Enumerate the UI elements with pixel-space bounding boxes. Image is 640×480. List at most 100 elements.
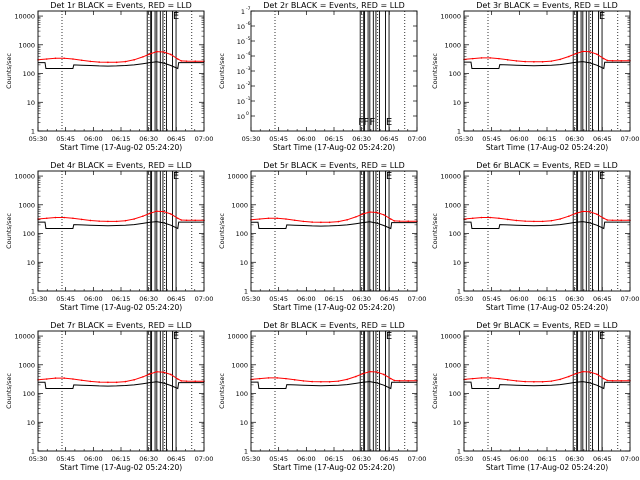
flag-marker: F: [358, 117, 364, 128]
series-events-black: [251, 221, 417, 230]
series-point: [133, 218, 135, 220]
plot-frame: [37, 170, 205, 292]
x-tick-label: 06:45: [380, 455, 399, 463]
y-tick-label: 1: [244, 448, 248, 456]
y-axis-label: Counts/sec: [431, 53, 439, 89]
panel-det-8: Det 8r BLACK = Events, RED = LLD 05:30 05:…: [218, 321, 426, 472]
x-tick-label: 05:45: [482, 295, 501, 303]
series-point: [524, 380, 526, 383]
x-tick-label: 07:00: [408, 135, 427, 143]
series-events-black: [464, 221, 630, 230]
x-tick-label: 06:45: [593, 135, 612, 143]
x-tick-label: 06:00: [84, 455, 103, 463]
series-point: [393, 220, 396, 222]
vertical-bar-marker: [364, 170, 369, 292]
series-point: [337, 220, 340, 223]
x-tick-label: 07:00: [621, 295, 640, 303]
vertical-bar-marker: [369, 330, 374, 452]
series-point: [362, 213, 364, 215]
y-tick-label: 10: [237, 83, 245, 91]
x-tick-label: 06:30: [352, 295, 371, 303]
series-point: [362, 372, 364, 375]
series-point: [185, 380, 188, 382]
series-point: [383, 373, 385, 376]
series-point: [63, 216, 66, 219]
series-point: [163, 51, 165, 53]
y-axis-label: Counts/sec: [5, 213, 13, 249]
y-tick-label: 1: [457, 448, 461, 456]
chart-title: Det 7r BLACK = Events, RED = LLD: [50, 321, 192, 330]
series-point: [115, 220, 118, 223]
series-point: [337, 380, 340, 382]
chart-title: Det 5r BLACK = Events, RED = LLD: [263, 161, 405, 170]
y-tick-label: 10: [237, 113, 245, 121]
y-axis-label: Counts/sec: [218, 213, 226, 249]
y-axis-label: Counts/sec: [218, 53, 226, 89]
series-point: [311, 221, 313, 223]
x-tick-label: 06:00: [84, 295, 103, 303]
series-point: [72, 378, 74, 380]
x-tick-label: 07:00: [408, 295, 427, 303]
series-point: [369, 211, 371, 213]
series-point: [602, 377, 605, 380]
series-point: [550, 380, 553, 382]
y-tick-exponent: -5: [246, 36, 251, 42]
series-point: [559, 58, 561, 61]
x-tick-label: 05:45: [269, 455, 288, 463]
series-events-black: [464, 61, 630, 70]
series-lld-red: [37, 51, 204, 63]
vertical-bar-marker: [369, 170, 374, 292]
series-point: [582, 210, 584, 213]
series-point: [489, 216, 492, 219]
plot-frame: [37, 330, 205, 452]
vertical-bar-marker: [582, 10, 587, 132]
x-tick-label: 06:30: [139, 455, 158, 463]
panel-det-9: Det 9r BLACK = Events, RED = LLD 05:30 05:…: [431, 321, 639, 472]
x-tick-label: 05:30: [455, 135, 474, 143]
x-tick-label: 05:45: [56, 455, 75, 463]
x-tick-label: 07:00: [621, 455, 640, 463]
y-tick-exponent: -4: [246, 51, 251, 57]
series-point: [63, 377, 66, 379]
vertical-bar-marker: [156, 170, 161, 292]
y-tick-label: 10000: [14, 333, 35, 341]
x-tick-label: 05:45: [269, 295, 288, 303]
series-point: [194, 219, 197, 222]
series-point: [320, 221, 322, 224]
series-point: [515, 60, 518, 62]
series-point: [489, 57, 492, 59]
panel-det-4: Det 4r BLACK = Events, RED = LLD 05:30 05:…: [5, 161, 213, 312]
x-tick-label: 07:00: [621, 135, 640, 143]
x-tick-label: 06:45: [593, 295, 612, 303]
series-point: [498, 377, 500, 380]
y-tick-exponent: -7: [246, 6, 251, 12]
series-point: [285, 218, 287, 220]
series-point: [506, 59, 509, 61]
series-point: [163, 371, 165, 374]
y-tick-label: 10000: [227, 333, 248, 341]
y-tick-label: 1000: [18, 201, 35, 209]
y-tick-label: 10: [27, 259, 35, 267]
flag-marker: E: [173, 11, 179, 22]
flag-marker: E: [599, 171, 605, 182]
x-tick-label: 05:45: [482, 135, 501, 143]
x-tick-label: 05:30: [242, 455, 261, 463]
y-tick-label: 10000: [14, 13, 35, 21]
series-point: [550, 219, 553, 222]
vertical-bar-marker: [369, 10, 374, 132]
y-axis-label: Counts/sec: [5, 53, 13, 89]
y-tick-label: 10: [453, 259, 461, 267]
series-point: [389, 377, 392, 380]
series-point: [541, 61, 544, 63]
chart-title: Det 8r BLACK = Events, RED = LLD: [263, 321, 405, 330]
series-point: [611, 59, 614, 62]
plot-frame: [37, 10, 205, 132]
vertical-bar-marker: [598, 330, 603, 452]
series-point: [606, 219, 609, 221]
series-point: [376, 371, 378, 373]
y-tick-label: 10: [453, 99, 461, 107]
vertical-bar-marker: [582, 170, 587, 292]
series-events-black: [38, 381, 204, 390]
y-tick-exponent: 0: [246, 111, 249, 117]
series-point: [180, 380, 183, 382]
